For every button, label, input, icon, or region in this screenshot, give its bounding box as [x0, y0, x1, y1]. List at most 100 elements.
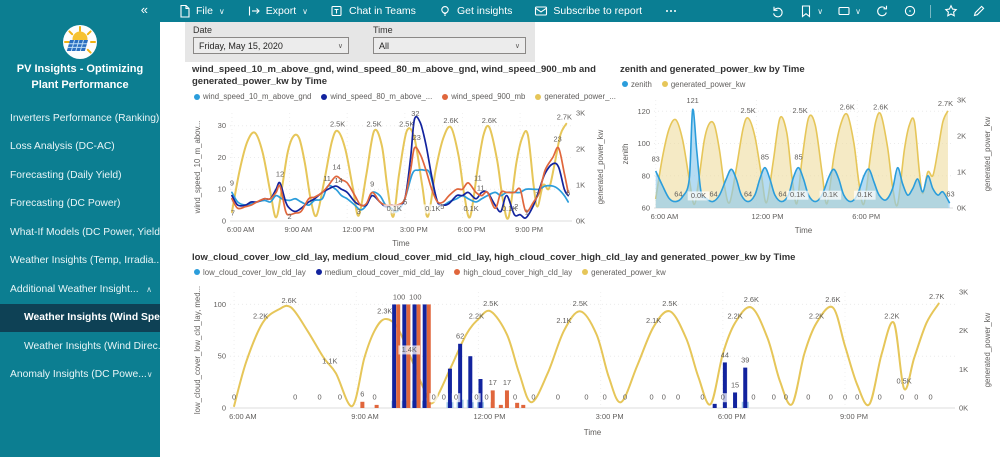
- chart-plot-area[interactable]: 83 121 64 0.0K 64 64 85 64 85 0.1K 0.1K 0.1K 63 2.5K 2…: [620, 90, 995, 236]
- legend-item[interactable]: zenith: [622, 80, 652, 89]
- toolbar-refresh-button[interactable]: [869, 0, 895, 22]
- legend-item[interactable]: generated_power_kw: [661, 79, 746, 89]
- svg-text:0: 0: [914, 393, 918, 402]
- legend-dot-icon: [582, 269, 589, 276]
- svg-text:121: 121: [686, 97, 698, 106]
- svg-text:0: 0: [700, 393, 704, 402]
- toolbar-file-button[interactable]: File ∨: [168, 0, 234, 22]
- svg-text:0: 0: [829, 393, 833, 402]
- chevron-down-icon: ∨: [855, 6, 861, 16]
- legend-item[interactable]: low_cloud_cover_low_cld_lay: [194, 268, 306, 277]
- sidebar-item-forecasting-daily-yield[interactable]: Forecasting (Daily Yield): [0, 161, 160, 190]
- svg-text:5: 5: [403, 197, 407, 206]
- svg-text:0: 0: [432, 393, 436, 402]
- sidebar-item-weather-insights-wind-direc[interactable]: Weather Insights (Wind Direc...: [0, 332, 160, 361]
- legend-label: wind_speed_900_mb: [451, 92, 526, 102]
- wind-speed-chart[interactable]: wind_speed_10_m_above_gnd, wind_speed_80…: [192, 64, 616, 254]
- toolbar-export-label: Export: [265, 5, 297, 17]
- svg-text:9: 9: [370, 179, 374, 188]
- legend-label: generated_power_kw: [670, 79, 746, 89]
- legend-label: wind_speed_10_m_above_gnd: [203, 92, 312, 102]
- sidebar-item-weather-insights-wind-spe[interactable]: Weather Insights (Wind Spe...: [0, 303, 160, 332]
- chart-legend: wind_speed_10_m_above_gnd wind_speed_80_m…: [194, 91, 616, 103]
- time-filter-dropdown[interactable]: All ∨: [373, 37, 526, 54]
- legend-item[interactable]: wind_speed_10_m_above_gnd: [194, 92, 311, 101]
- chevron-down-icon: ∨: [337, 42, 343, 50]
- legend-label: wind_speed_80_m_above_...: [330, 92, 433, 102]
- legend-item[interactable]: medium_cloud_cover_mid_cld_lay: [315, 268, 444, 277]
- svg-text:1K: 1K: [959, 365, 968, 374]
- legend-item[interactable]: wind_speed_900_mb: [442, 92, 525, 101]
- svg-text:20: 20: [218, 153, 226, 162]
- svg-text:100: 100: [213, 300, 226, 309]
- sidebar-item-inverters-performance-ranking[interactable]: Inverters Performance (Ranking): [0, 104, 160, 133]
- svg-text:0: 0: [485, 393, 489, 402]
- svg-text:12:00 PM: 12:00 PM: [473, 412, 505, 421]
- sidebar-item-weather-insights-temp-irradia[interactable]: Weather Insights (Temp, Irradia...: [0, 247, 160, 276]
- pv-insights-logo: [62, 24, 98, 60]
- sidebar-item-forecasting-dc-power[interactable]: Forecasting (DC Power): [0, 190, 160, 219]
- collapse-pane-icon[interactable]: «: [140, 2, 148, 17]
- svg-text:2.1K: 2.1K: [646, 316, 661, 325]
- zenith-chart[interactable]: zenith and generated_power_kw by Time zen…: [620, 64, 995, 242]
- svg-text:12: 12: [276, 169, 284, 178]
- toolbar-subscribe-to-report-button[interactable]: Subscribe to report: [525, 0, 651, 22]
- legend-item[interactable]: generated_power_...: [535, 92, 616, 101]
- sidebar-item-label: What-If Models (DC Power, Yield): [10, 226, 160, 238]
- legend-label: generated_power_...: [544, 92, 616, 102]
- svg-text:2.1K: 2.1K: [556, 316, 571, 325]
- toolbar-get-insights-label: Get insights: [456, 5, 513, 17]
- toolbar-bookmarks-button[interactable]: ∨: [793, 0, 829, 22]
- legend-item[interactable]: generated_power_kw: [582, 268, 666, 277]
- filter-panel: Date Friday, May 15, 2020 ∨ Time All ∨: [185, 22, 535, 62]
- legend-dot-icon: [622, 81, 628, 88]
- svg-text:85: 85: [761, 153, 769, 162]
- sidebar-item-loss-analysis-dc-ac[interactable]: Loss Analysis (DC-AC): [0, 133, 160, 162]
- sidebar-item-what-if-models-dc-power-yield[interactable]: What-If Models (DC Power, Yield): [0, 218, 160, 247]
- svg-text:0K: 0K: [957, 204, 966, 213]
- svg-text:2.5K: 2.5K: [330, 119, 345, 128]
- y-right-axis-title: generated_power_kw: [983, 313, 992, 388]
- toolbar-reset-to-default-button[interactable]: [765, 0, 791, 22]
- gridlines: [230, 112, 572, 222]
- toolbar-chat-in-teams-button[interactable]: Chat in Teams: [321, 0, 425, 22]
- svg-text:2.3K: 2.3K: [377, 307, 392, 316]
- sidebar-item-additional-weather-insight[interactable]: Additional Weather Insight... ∧: [0, 275, 160, 304]
- legend-item[interactable]: wind_speed_80_m_above_...: [321, 92, 432, 101]
- toolbar-view-button[interactable]: ∨: [831, 0, 867, 22]
- chevron-down-icon: ∨: [302, 6, 308, 16]
- svg-text:6:00 PM: 6:00 PM: [852, 212, 880, 221]
- time-filter-label: Time: [373, 25, 393, 35]
- toolbar-export-button[interactable]: Export ∨: [238, 0, 317, 22]
- toolbar-comments-button[interactable]: [897, 0, 923, 22]
- svg-text:0K: 0K: [959, 404, 968, 413]
- svg-text:6: 6: [360, 390, 364, 399]
- cloud-cover-chart[interactable]: low_cloud_cover_low_cld_lay, medium_clou…: [192, 252, 995, 444]
- svg-text:0.5K: 0.5K: [896, 377, 911, 386]
- sidebar-item-anomaly-insights-dc-powe[interactable]: Anomaly Insights (DC Powe... ∨: [0, 361, 160, 390]
- svg-text:2K: 2K: [957, 132, 966, 141]
- date-filter-dropdown[interactable]: Friday, May 15, 2020 ∨: [193, 37, 349, 54]
- legend-item[interactable]: high_cloud_cover_high_cld_lay: [454, 268, 572, 277]
- sidebar-item-label: Weather Insights (Wind Direc...: [24, 340, 160, 352]
- axes: 0 50 100 0K 1K 2K 3K 6:00 AM 9:00 AM 12:00 PM 3:00…: [193, 286, 992, 437]
- toolbar-more-options-button[interactable]: [655, 0, 687, 22]
- svg-text:50: 50: [218, 352, 226, 361]
- svg-text:0: 0: [584, 393, 588, 402]
- svg-text:3K: 3K: [957, 96, 966, 105]
- chart-plot-area[interactable]: 971221114143930.1K322350.1K511110.1K0.1K…: [192, 103, 608, 249]
- svg-text:2.6K: 2.6K: [873, 103, 888, 112]
- svg-text:9: 9: [230, 178, 234, 187]
- sidebar-item-label: Loss Analysis (DC-AC): [10, 141, 115, 153]
- y-right-axis-title: generated_power_kw: [596, 129, 605, 204]
- svg-text:11: 11: [474, 173, 482, 182]
- svg-text:1K: 1K: [576, 180, 585, 189]
- toolbar-edit-button[interactable]: [966, 0, 992, 22]
- chart-series: [233, 302, 940, 409]
- toolbar-get-insights-button[interactable]: Get insights: [429, 0, 521, 22]
- svg-text:12:00 PM: 12:00 PM: [342, 225, 374, 234]
- toolbar-favorite-button[interactable]: [938, 0, 964, 22]
